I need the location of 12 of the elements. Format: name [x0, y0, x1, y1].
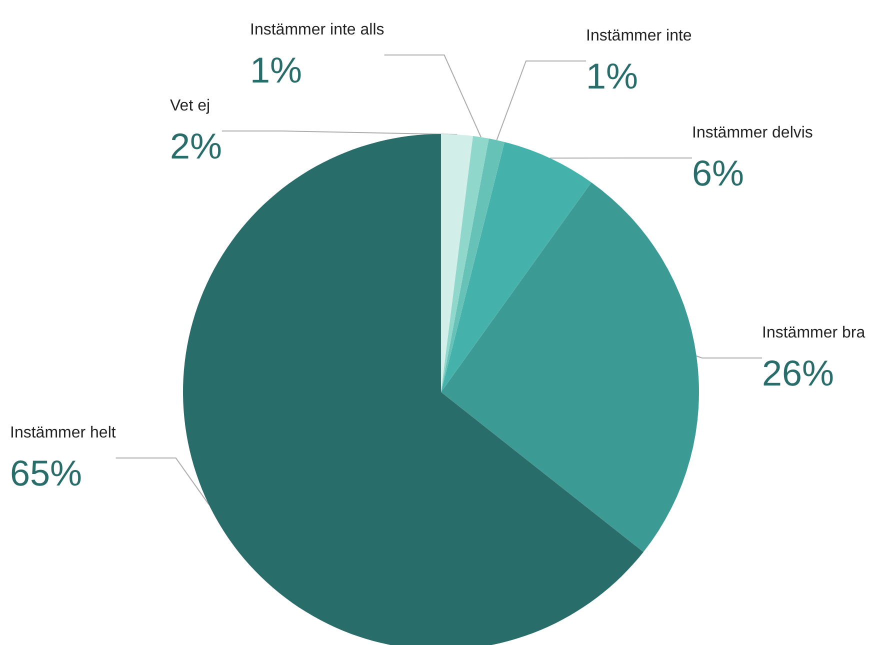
data-label: 26%	[762, 352, 834, 394]
slice-label: Instämmer delvis	[692, 124, 813, 142]
slice-label: Instämmer bra	[762, 324, 866, 342]
slice-label: Instämmer inte	[586, 28, 692, 44]
data-label: 2%	[170, 126, 222, 166]
data-label: 65%	[10, 452, 82, 494]
slice-label: Instämmer inte alls	[250, 22, 384, 38]
data-label: 1%	[586, 56, 638, 96]
data-label: 1%	[250, 50, 302, 90]
slice-label: Instämmer helt	[10, 424, 116, 442]
data-label: 6%	[692, 152, 744, 194]
slice-label: Vet ej	[170, 98, 210, 114]
